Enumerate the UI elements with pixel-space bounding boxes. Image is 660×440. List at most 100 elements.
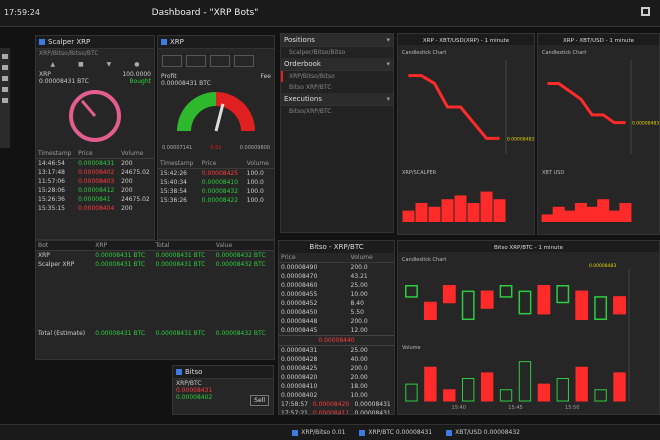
cell: 40.00 [350, 356, 368, 363]
header-row: Timestamp Price Volume [36, 149, 154, 159]
footer-row: Total (Estimate) 0.00008431 BTC 0.00008431… [36, 329, 274, 338]
chart: Bitso XRP/BTC - 1 minute Candlestick Char… [398, 241, 659, 411]
header-row: Timestamp Price Volume [158, 159, 274, 169]
status-item: XRP/BTC 0.00008431 [359, 429, 432, 436]
accordion-header[interactable]: Orderbook ▾ [281, 58, 393, 71]
chevron: ▾ [386, 60, 390, 68]
fullscreen-icon[interactable] [641, 7, 650, 16]
label: 0.00008431 BTC [39, 78, 89, 85]
cell: 0.00008420 [281, 374, 318, 381]
label: Profit [161, 73, 177, 80]
chevron: ▾ [386, 95, 390, 103]
gauge-label: 0.01 [210, 145, 221, 151]
row: 15:42:26 0.00008425 100.0 [158, 169, 274, 179]
cell: 0.00008431 BTC [95, 330, 146, 337]
volume-bar [467, 203, 480, 222]
column-header: Price [199, 159, 245, 169]
cell: 0.00008422 [201, 197, 239, 204]
chart-panel: XRP - XBT/USD - 1 minute Candlestick Char… [537, 33, 660, 235]
section-title: Executions [284, 95, 322, 103]
cell: 0.00008452 [281, 300, 318, 307]
column-header: Volume [244, 159, 274, 169]
cell: 0.00008412 [78, 187, 115, 194]
column-header: Timestamp [36, 149, 77, 159]
spread-row: 0.00008440 [279, 335, 394, 346]
candle-body [556, 285, 570, 304]
cell: 0.00008432 BTC [215, 261, 266, 268]
cell: 0.00008425 [281, 365, 318, 372]
cell: 15:42:26 [160, 170, 187, 177]
header-row: Bot XRP Total Value [36, 241, 274, 251]
ask-row: 0.00008490 200.0 [279, 263, 394, 273]
column-header: Total [153, 241, 214, 251]
row: 15:26:36 0.0000841 24675.02 [36, 195, 154, 204]
trade-row: 17:58:57 0.00008420 0.00008431 [279, 400, 394, 409]
spacer [36, 269, 274, 329]
cell: 200.0 [350, 318, 368, 325]
ask-row: 0.00008448 200.0 [279, 317, 394, 326]
title-bar [398, 34, 534, 45]
volume-bar [563, 210, 576, 222]
status-text: XRP/Bitso 0.01 [301, 429, 346, 436]
row: XRP 0.00008431 BTC 0.00008431 BTC 0.0000843… [36, 251, 274, 261]
cell: Scalper XRP [38, 261, 75, 268]
cell: XRP [38, 252, 50, 259]
cell: 0.00008448 [281, 318, 318, 325]
cell: Total (Estimate) [38, 330, 86, 337]
volume-bar [480, 372, 494, 402]
chart-label: Candlestick Chart [542, 50, 586, 56]
volume-bar [537, 383, 551, 402]
bitso-panel: Bitso XRP/BTC 0.00008431 0.00008402 Sell [172, 365, 274, 415]
top-bar: 17:59:24 Dashboard - "XRP Bots" [0, 0, 660, 27]
accordion-header[interactable]: Positions ▾ [281, 34, 393, 47]
label: 0.00008431 BTC [161, 80, 211, 87]
cell: 100.0 [246, 188, 264, 195]
positions-panel: Bot XRP Total Value XRP 0.00008431 BTC 0.00008… [35, 240, 275, 360]
row: 15:36:26 0.00008422 100.0 [158, 196, 274, 205]
cell: 15:35:15 [38, 205, 65, 212]
bid-row: 0.00008431 25.00 [279, 346, 394, 356]
sidebar [0, 48, 10, 148]
sell-button[interactable]: Sell [250, 395, 269, 406]
bitso-line: XRP/BTC [176, 380, 202, 387]
cell: 0.00008431 BTC [155, 252, 206, 259]
cell: 17:57:21 [281, 410, 308, 415]
title-bar [538, 34, 659, 45]
volume-bar [552, 206, 565, 222]
volume-bar [597, 199, 610, 222]
cell: 0.00008455 [281, 291, 318, 298]
x-tick-label: 15:45 [508, 405, 522, 411]
volume-bar [541, 214, 554, 222]
label: Fee [260, 73, 271, 80]
label: 100.0000 [122, 71, 151, 78]
status-icon [292, 429, 299, 436]
orderbook-panel: Bitso - XRP/BTC Price Volume 0.00008490 200.… [278, 240, 395, 415]
cell: 0.00008411 [312, 410, 350, 415]
column-header: XRP [93, 241, 154, 251]
candle-body [461, 290, 475, 320]
sub-label: XBT USD [542, 170, 564, 176]
gauge: 0.00007141 0.01 0.00009800 [162, 92, 270, 151]
volume-bar [480, 191, 493, 222]
volume-bar [518, 361, 532, 402]
bid-row: 0.00008402 10.00 [279, 391, 394, 400]
accordion-panel: Positions ▾ Scalper/Bitso/Bitso Orderbook ▾ X… [280, 33, 394, 233]
accordion-header[interactable]: Executions ▾ [281, 93, 393, 106]
ask-row: 0.00008470 43.21 [279, 272, 394, 281]
chevron: ▾ [386, 36, 390, 44]
chart: XRP - XBT/USD - 1 minute Candlestick Char… [538, 34, 659, 222]
chart: XRP - XBT/USD(XRP) - 1 minute Candlestick… [398, 34, 534, 222]
cell: 12.00 [350, 327, 368, 334]
volume-bar [443, 389, 456, 402]
status-icon [359, 429, 366, 436]
volume-bar [499, 389, 513, 402]
cell: 0.00008490 [281, 264, 318, 271]
value-label: 0.00008483 [507, 136, 534, 142]
cell: 200 [121, 160, 133, 167]
panel-title: Scalper XRP [48, 38, 91, 46]
volume-bar [613, 372, 626, 402]
cell: 15:40:34 [160, 179, 187, 186]
cell: 43.21 [350, 273, 368, 280]
cell: 100.0 [246, 197, 264, 204]
label: XRP [39, 71, 51, 78]
